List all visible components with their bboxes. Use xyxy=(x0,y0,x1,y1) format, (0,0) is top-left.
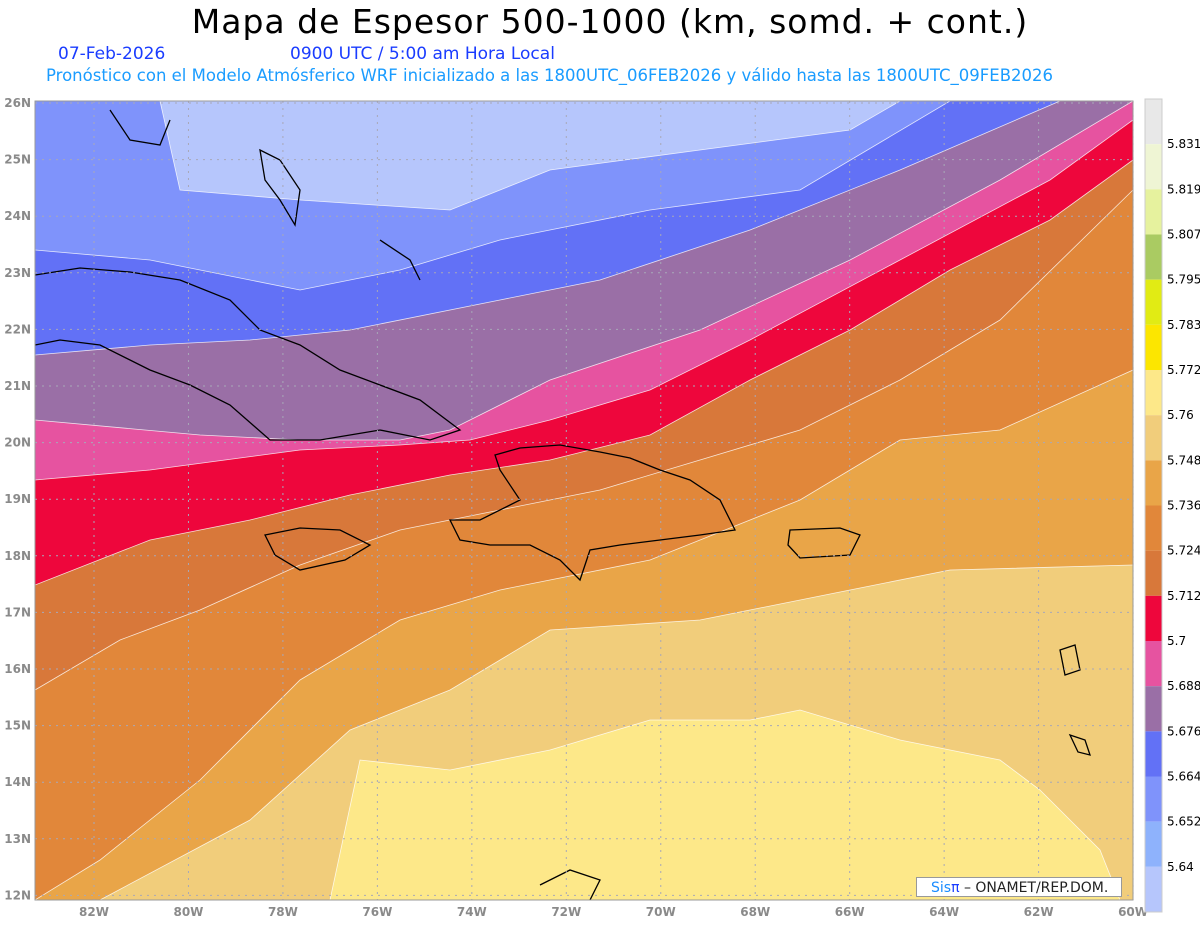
lon-label: 82W xyxy=(79,905,109,919)
grid-lines xyxy=(35,101,1134,900)
contour-line xyxy=(35,101,951,291)
lon-label: 74W xyxy=(457,905,487,919)
lat-label: 14N xyxy=(4,775,31,789)
contour-line xyxy=(159,101,901,211)
lat-label: 13N xyxy=(4,832,31,846)
lat-label: 20N xyxy=(4,436,31,450)
coastline xyxy=(1068,733,1091,756)
credit-sis: Sis xyxy=(931,880,952,896)
lat-label: 15N xyxy=(4,719,31,733)
coastline xyxy=(379,239,421,281)
contour-line xyxy=(35,101,1133,441)
colorbar-label: 5.819 xyxy=(1167,182,1200,196)
contour-line xyxy=(99,564,1133,900)
coastline xyxy=(109,109,171,146)
lat-label: 22N xyxy=(4,322,31,336)
colorbar-swatch xyxy=(1145,550,1162,596)
lat-label: 16N xyxy=(4,662,31,676)
lon-label: 62W xyxy=(1024,905,1054,919)
colorbar: 5.64 5.652 5.664 5.676 5.688 5.7 5.712 5.724 5.7… xyxy=(1144,98,1200,913)
colorbar-label: 5.712 xyxy=(1167,589,1200,603)
map-title: Mapa de Espesor 500-1000 (km, somd. + co… xyxy=(191,2,1029,41)
colorbar-swatch xyxy=(1145,99,1162,145)
lat-label: 26N xyxy=(4,96,31,110)
colorbar-label: 5.795 xyxy=(1167,273,1200,287)
lat-label: 25N xyxy=(4,153,31,167)
lat-label: 12N xyxy=(4,888,31,902)
coastline xyxy=(35,267,462,441)
credit-box: Sisπ – ONAMET/REP.DOM. xyxy=(916,877,1122,897)
colorbar-label: 5.831 xyxy=(1167,137,1200,151)
colorbar-label: 5.688 xyxy=(1167,679,1200,693)
colorbar-frame xyxy=(1144,98,1163,913)
coastline xyxy=(787,527,861,559)
colorbar-label: 5.748 xyxy=(1167,453,1200,467)
lon-label: 72W xyxy=(551,905,581,919)
lon-label: 68W xyxy=(740,905,770,919)
contour-line xyxy=(35,119,1133,481)
colorbar-label: 5.736 xyxy=(1167,499,1200,513)
band-fill xyxy=(160,101,900,210)
model-description: Pronóstico con el Modelo Atmósferico WRF… xyxy=(46,66,1054,85)
colorbar-swatch xyxy=(1145,234,1162,280)
colorbar-label: 5.807 xyxy=(1167,228,1200,242)
credit-text: – ONAMET/REP.DOM. xyxy=(959,880,1109,896)
forecast-time: 0900 UTC / 5:00 am Hora Local xyxy=(290,44,555,64)
lat-label: 17N xyxy=(4,605,31,619)
colorbar-swatch xyxy=(1145,866,1162,912)
colorbar-swatch xyxy=(1145,324,1162,370)
lon-label: 78W xyxy=(268,905,298,919)
colorbar-label: 5.64 xyxy=(1167,860,1194,874)
lon-label: 80W xyxy=(173,905,203,919)
lon-label: 64W xyxy=(929,905,959,919)
colorbar-label: 5.664 xyxy=(1167,770,1200,784)
colorbar-swatch xyxy=(1145,821,1162,867)
lon-label: 70W xyxy=(646,905,676,919)
contour-line xyxy=(35,159,1133,586)
lon-label: 76W xyxy=(362,905,392,919)
colorbar-swatch xyxy=(1145,460,1162,506)
coastline xyxy=(448,444,736,582)
lat-label: 18N xyxy=(4,549,31,563)
forecast-date: 07-Feb-2026 xyxy=(58,44,166,64)
colorbar-label: 5.724 xyxy=(1167,544,1200,558)
colorbar-label: 5.7 xyxy=(1167,634,1186,648)
colorbar-swatch xyxy=(1145,595,1162,641)
colorbar-label: 5.652 xyxy=(1167,815,1200,829)
colorbar-swatch xyxy=(1145,641,1162,687)
lat-label: 19N xyxy=(4,492,31,506)
colorbar-swatch xyxy=(1145,415,1162,461)
colorbar-swatch xyxy=(1145,505,1162,551)
colorbar-swatch xyxy=(1145,144,1162,190)
contour-line xyxy=(35,189,1133,691)
coastline xyxy=(1059,644,1081,676)
colorbar-label: 5.676 xyxy=(1167,724,1200,738)
coastline xyxy=(539,869,601,900)
colorbar-label: 5.783 xyxy=(1167,318,1200,332)
lon-label: 60W xyxy=(1118,905,1148,919)
colorbar-swatch xyxy=(1145,776,1162,822)
contour-line xyxy=(329,709,1121,900)
contour-fill xyxy=(35,101,1133,900)
colorbar-swatch xyxy=(1145,189,1162,235)
lat-label: 23N xyxy=(4,266,31,280)
lat-label: 21N xyxy=(4,379,31,393)
colorbar-label: 5.772 xyxy=(1167,363,1200,377)
contour-line xyxy=(35,101,1061,356)
map-frame xyxy=(34,100,1134,901)
colorbar-label: 5.76 xyxy=(1167,408,1194,422)
lon-label: 66W xyxy=(835,905,865,919)
credit-pi: π xyxy=(951,880,960,896)
colorbar-swatch xyxy=(1145,370,1162,416)
colorbar-swatch xyxy=(1145,731,1162,777)
lat-label: 24N xyxy=(4,209,31,223)
coastline xyxy=(264,527,372,571)
contour-line xyxy=(35,369,1133,900)
colorbar-swatch xyxy=(1145,686,1162,732)
colorbar-swatch xyxy=(1145,279,1162,325)
